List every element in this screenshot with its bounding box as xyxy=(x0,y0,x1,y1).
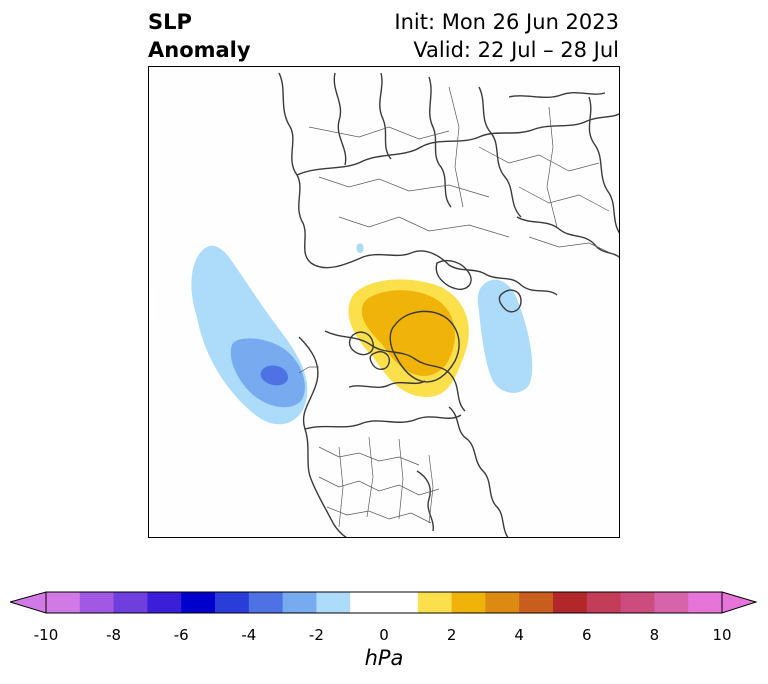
colorbar-segment xyxy=(519,592,554,613)
colorbar-segment xyxy=(586,592,622,613)
colorbar-segment xyxy=(248,592,284,613)
colorbar-segment xyxy=(113,592,148,613)
colorbar-segment xyxy=(282,592,317,613)
colorbar-segment xyxy=(316,592,351,613)
colorbar-segment xyxy=(620,592,655,613)
colorbar-min-extend xyxy=(10,591,47,614)
colorbar xyxy=(10,591,758,614)
colorbar-tick-label: 4 xyxy=(514,626,524,644)
map-canvas xyxy=(149,72,619,537)
colorbar-tick-label: -10 xyxy=(33,626,59,644)
date-info: Init: Mon 26 Jun 2023 Valid: 22 Jul – 28… xyxy=(394,8,619,64)
colorbar-segment xyxy=(553,592,588,613)
colorbar-segment xyxy=(384,592,419,613)
colorbar-tick-label: 6 xyxy=(582,626,592,644)
scandinavia-low xyxy=(477,279,533,393)
colorbar-tick-label: -2 xyxy=(308,626,324,644)
title-line-1: SLP xyxy=(148,10,192,34)
arctic-small-low xyxy=(356,243,364,253)
coastlines xyxy=(278,72,619,537)
map-title: SLP Anomaly xyxy=(148,8,251,64)
colorbar-segment xyxy=(485,592,520,613)
colorbar-segment xyxy=(654,592,689,613)
colorbar-tick-label: 10 xyxy=(712,626,732,644)
colorbar-tick-label: -6 xyxy=(173,626,189,644)
title-line-2: Anomaly xyxy=(148,38,251,62)
colorbar-tick-label: 0 xyxy=(379,626,389,644)
polar-map xyxy=(148,66,620,538)
colorbar-segment xyxy=(79,592,115,613)
country-borders xyxy=(298,86,619,528)
colorbar-segment xyxy=(215,592,250,613)
init-date: Init: Mon 26 Jun 2023 xyxy=(394,10,619,34)
colorbar-segment xyxy=(688,592,723,613)
colorbar-tick-label: -8 xyxy=(106,626,122,644)
colorbar-tick-label: 2 xyxy=(446,626,457,644)
colorbar-segment xyxy=(451,592,486,613)
colorbar-segment xyxy=(46,592,81,613)
pacific-low-core xyxy=(260,365,289,386)
colorbar-segment xyxy=(147,592,182,613)
colorbar-segment xyxy=(350,592,385,613)
colorbar-unit: hPa xyxy=(364,646,404,670)
greenland-high-core xyxy=(361,290,455,377)
colorbar-tick-label: 8 xyxy=(649,626,660,644)
valid-range: Valid: 22 Jul – 28 Jul xyxy=(413,38,619,62)
colorbar-segment xyxy=(181,592,216,613)
colorbar-tick-label: -4 xyxy=(241,626,257,644)
colorbar-max-extend xyxy=(721,591,758,614)
colorbar-segment xyxy=(417,592,453,613)
colorbar-segments xyxy=(46,592,723,613)
